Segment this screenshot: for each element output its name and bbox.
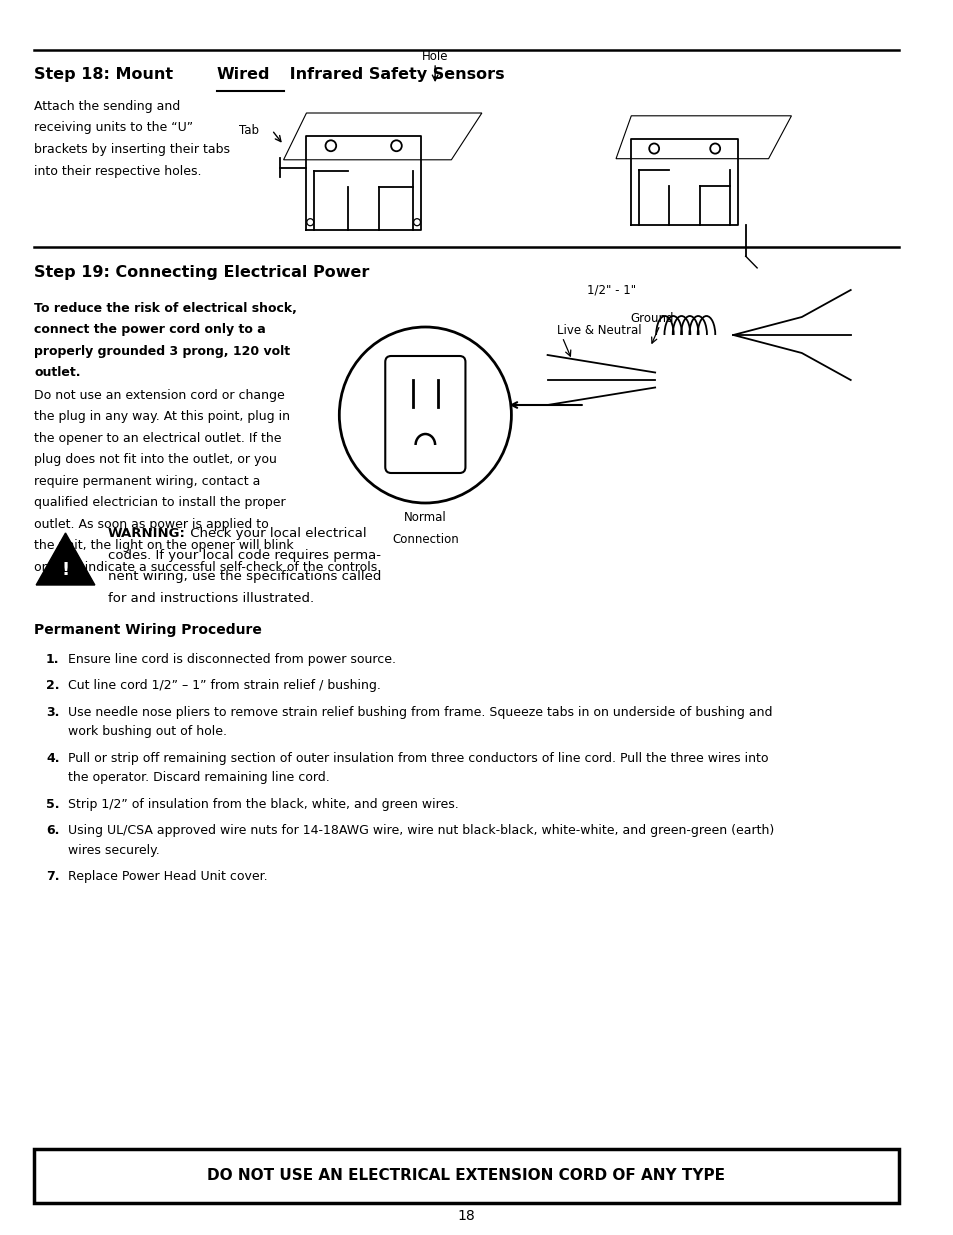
Text: !: !	[61, 561, 70, 579]
Text: once to indicate a successful self-check of the controls.: once to indicate a successful self-check…	[34, 561, 381, 574]
Text: Step 18: Mount: Step 18: Mount	[34, 67, 179, 82]
Text: Live & Neutral: Live & Neutral	[557, 324, 641, 337]
Text: into their respective holes.: into their respective holes.	[34, 164, 201, 178]
Text: Hole: Hole	[421, 49, 448, 63]
Text: wires securely.: wires securely.	[69, 844, 160, 857]
Text: 1/2" - 1": 1/2" - 1"	[586, 284, 635, 296]
Text: Ensure line cord is disconnected from power source.: Ensure line cord is disconnected from po…	[69, 653, 396, 666]
Text: Cut line cord 1/2” – 1” from strain relief / bushing.: Cut line cord 1/2” – 1” from strain reli…	[69, 679, 381, 693]
Text: plug does not fit into the outlet, or you: plug does not fit into the outlet, or yo…	[34, 453, 276, 467]
Text: nent wiring, use the specifications called: nent wiring, use the specifications call…	[108, 571, 380, 583]
Text: To reduce the risk of electrical shock,: To reduce the risk of electrical shock,	[34, 303, 296, 315]
Text: 1.: 1.	[46, 653, 59, 666]
Text: Tab: Tab	[239, 124, 259, 137]
Text: receiving units to the “U”: receiving units to the “U”	[34, 121, 193, 135]
Text: Normal: Normal	[403, 511, 446, 524]
Text: Replace Power Head Unit cover.: Replace Power Head Unit cover.	[69, 871, 268, 883]
Text: Ground: Ground	[630, 312, 674, 325]
Text: Pull or strip off remaining section of outer insulation from three conductors of: Pull or strip off remaining section of o…	[69, 752, 768, 764]
Text: connect the power cord only to a: connect the power cord only to a	[34, 324, 266, 336]
Text: the operator. Discard remaining line cord.: the operator. Discard remaining line cor…	[69, 772, 330, 784]
Text: Step 19: Connecting Electrical Power: Step 19: Connecting Electrical Power	[34, 266, 369, 280]
Text: 18: 18	[457, 1209, 475, 1223]
Text: outlet. As soon as power is applied to: outlet. As soon as power is applied to	[34, 517, 269, 531]
Text: Wired: Wired	[216, 67, 270, 82]
Text: brackets by inserting their tabs: brackets by inserting their tabs	[34, 143, 230, 156]
Text: 3.: 3.	[46, 706, 59, 719]
Text: Infrared Safety Sensors: Infrared Safety Sensors	[284, 67, 504, 82]
Text: 6.: 6.	[46, 825, 59, 837]
Text: work bushing out of hole.: work bushing out of hole.	[69, 725, 227, 739]
Text: Check your local electrical: Check your local electrical	[186, 527, 366, 540]
Text: properly grounded 3 prong, 120 volt: properly grounded 3 prong, 120 volt	[34, 345, 290, 358]
Text: WARNING:: WARNING:	[108, 527, 185, 540]
Text: the unit, the light on the opener will blink: the unit, the light on the opener will b…	[34, 540, 294, 552]
Text: 4.: 4.	[46, 752, 59, 764]
Text: Attach the sending and: Attach the sending and	[34, 100, 180, 112]
Text: for and instructions illustrated.: for and instructions illustrated.	[108, 592, 314, 604]
Text: Connection: Connection	[392, 534, 458, 546]
Polygon shape	[36, 534, 94, 585]
Text: Do not use an extension cord or change: Do not use an extension cord or change	[34, 389, 285, 403]
Text: qualified electrician to install the proper: qualified electrician to install the pro…	[34, 496, 286, 510]
Text: Strip 1/2” of insulation from the black, white, and green wires.: Strip 1/2” of insulation from the black,…	[69, 798, 458, 811]
Text: Using UL/CSA approved wire nuts for 14-18AWG wire, wire nut black-black, white-w: Using UL/CSA approved wire nuts for 14-1…	[69, 825, 774, 837]
Text: the plug in any way. At this point, plug in: the plug in any way. At this point, plug…	[34, 410, 290, 424]
Text: Use needle nose pliers to remove strain relief bushing from frame. Squeeze tabs : Use needle nose pliers to remove strain …	[69, 706, 772, 719]
Text: 5.: 5.	[46, 798, 59, 811]
Text: codes. If your local code requires perma-: codes. If your local code requires perma…	[108, 548, 380, 562]
Text: DO NOT USE AN ELECTRICAL EXTENSION CORD OF ANY TYPE: DO NOT USE AN ELECTRICAL EXTENSION CORD …	[207, 1168, 724, 1183]
Text: require permanent wiring, contact a: require permanent wiring, contact a	[34, 475, 260, 488]
Text: outlet.: outlet.	[34, 367, 81, 379]
Text: the opener to an electrical outlet. If the: the opener to an electrical outlet. If t…	[34, 432, 281, 445]
Text: 7.: 7.	[46, 871, 59, 883]
Text: Permanent Wiring Procedure: Permanent Wiring Procedure	[34, 622, 262, 637]
Text: 2.: 2.	[46, 679, 59, 693]
